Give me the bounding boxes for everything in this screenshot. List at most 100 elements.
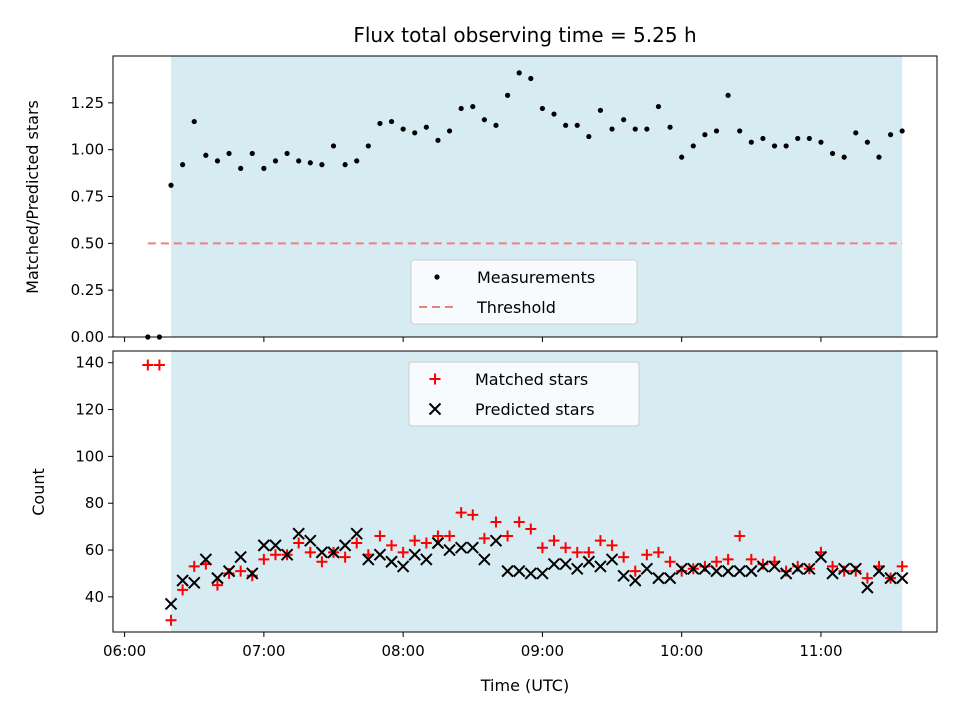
data-point — [293, 537, 305, 549]
x-tick-label: 10:00 — [660, 642, 703, 660]
data-point — [188, 576, 201, 590]
y-tick-label: 0.75 — [71, 188, 104, 206]
data-point — [261, 165, 267, 171]
legend: Measurements Threshold — [410, 259, 638, 325]
data-point — [365, 143, 371, 149]
data-point — [214, 158, 221, 164]
data-point — [153, 359, 165, 371]
data-point — [551, 111, 557, 117]
data-point — [351, 537, 363, 549]
data-point — [605, 553, 619, 566]
data-point — [238, 165, 244, 171]
x-tick-label: 06:00 — [103, 642, 146, 660]
data-point — [269, 539, 282, 552]
data-point — [609, 126, 615, 132]
data-point — [690, 143, 696, 149]
data-point — [640, 562, 654, 575]
data-point — [386, 539, 398, 551]
data-point — [339, 551, 351, 563]
data-point — [420, 553, 433, 566]
data-point — [621, 117, 627, 123]
data-point — [423, 124, 429, 130]
data-point — [710, 564, 723, 578]
legend-marker — [434, 274, 440, 280]
data-point — [861, 581, 874, 594]
series-matched-stars — [142, 359, 908, 626]
data-point — [574, 122, 580, 128]
data-point — [733, 564, 746, 578]
data-point — [504, 92, 511, 98]
data-point — [571, 562, 584, 575]
data-point — [721, 564, 735, 578]
data-point — [385, 555, 398, 568]
data-point — [400, 126, 406, 132]
y-tick-label: 0.50 — [71, 234, 104, 252]
data-point — [652, 571, 665, 585]
series-predicted-stars — [164, 527, 909, 611]
data-point — [350, 527, 363, 540]
data-point — [663, 571, 677, 585]
data-point — [876, 154, 882, 160]
data-point — [710, 556, 722, 568]
legend-marker — [428, 402, 442, 416]
data-point — [165, 614, 177, 626]
data-point — [827, 560, 839, 572]
data-point — [760, 135, 766, 142]
data-point — [246, 567, 259, 580]
data-point — [582, 555, 596, 568]
data-point — [408, 548, 421, 561]
top-y-axis-label: Matched/Predicted stars — [23, 100, 42, 294]
data-point — [702, 132, 708, 138]
data-point — [397, 546, 409, 558]
data-point — [304, 534, 317, 547]
data-point — [872, 564, 886, 578]
data-point — [191, 118, 197, 125]
data-point — [791, 562, 804, 575]
data-point — [211, 579, 223, 591]
data-point — [722, 553, 734, 565]
data-point — [374, 530, 386, 542]
data-point — [837, 562, 851, 575]
data-point — [687, 562, 700, 575]
data-point — [490, 516, 502, 528]
data-point — [466, 541, 479, 554]
data-point — [536, 542, 548, 554]
data-point — [641, 549, 653, 561]
legend-entry-label: Threshold — [476, 298, 556, 317]
y-tick-label: 1.25 — [71, 94, 104, 112]
data-point — [354, 158, 360, 164]
data-point — [330, 143, 337, 149]
data-point — [675, 562, 688, 575]
data-point — [211, 571, 224, 585]
data-point — [431, 536, 445, 550]
data-point — [779, 567, 793, 580]
data-point — [513, 516, 525, 528]
data-point — [258, 553, 270, 565]
data-point — [617, 569, 630, 583]
y-tick-label: 100 — [75, 447, 104, 465]
axes-frame — [112, 55, 938, 338]
data-point — [284, 150, 290, 157]
data-point — [539, 105, 546, 112]
data-point — [249, 150, 255, 157]
data-point — [768, 560, 781, 573]
data-point — [307, 160, 313, 166]
data-point — [203, 152, 209, 158]
data-point — [826, 567, 839, 580]
data-point — [512, 564, 526, 578]
bottom-y-axis-label: Count — [29, 468, 48, 516]
data-point — [272, 158, 279, 164]
data-point — [164, 597, 178, 611]
data-point — [652, 546, 664, 558]
data-point — [409, 535, 421, 547]
data-point — [745, 553, 757, 565]
data-point — [586, 133, 592, 140]
data-point — [525, 523, 537, 535]
x-tick-label: 07:00 — [242, 642, 285, 660]
data-point — [319, 162, 325, 168]
y-tick-label: 80 — [85, 494, 104, 512]
data-point — [713, 128, 720, 134]
data-point — [142, 359, 154, 371]
data-point — [454, 541, 468, 554]
